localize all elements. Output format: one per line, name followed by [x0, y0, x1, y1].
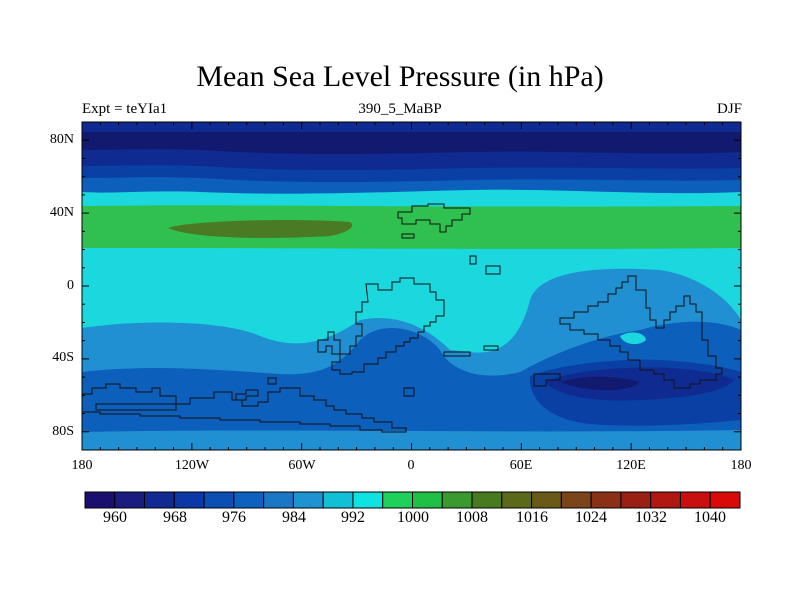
lon-tick-label: 120E [616, 458, 646, 473]
colorbar-swatch [263, 491, 294, 509]
coast-australia [559, 275, 723, 389]
coast-antarctic-piece [533, 373, 561, 387]
colorbar-label: 1032 [635, 509, 667, 526]
colorbar-swatch [650, 491, 681, 509]
lat-tick-label: 0 [67, 278, 74, 293]
colorbar-swatch [352, 491, 384, 509]
lon-tick-label: 180 [730, 458, 752, 473]
colorbar-swatch [560, 491, 592, 509]
colorbar [84, 491, 741, 509]
coast-africa-block [443, 351, 471, 357]
chart-title: Mean Sea Level Pressure (in hPa) [196, 60, 604, 93]
colorbar-swatch [144, 491, 175, 509]
field-968-south [545, 367, 734, 401]
colorbar-swatch [114, 491, 146, 509]
colorbar-swatch [441, 491, 473, 509]
colorbar-label: 984 [282, 509, 306, 526]
field-1000-cell [620, 332, 646, 345]
lon-tick-label: 0 [407, 458, 415, 473]
season-label: DJF [716, 101, 742, 117]
coast-antarctica-west [81, 383, 407, 433]
lat-tick-label: 80S [52, 424, 74, 439]
colorbar-label: 968 [163, 509, 187, 526]
coastlines [81, 203, 723, 433]
colorbar-swatch [471, 491, 503, 509]
coast-island-f [403, 387, 415, 397]
colorbar-swatch [679, 491, 711, 509]
coast-europe [397, 203, 471, 233]
colorbar-swatch [84, 491, 116, 509]
colorbar-label: 992 [341, 509, 365, 526]
lat-tick-label: 40S [52, 350, 74, 365]
lon-tick-label: 60W [288, 458, 316, 473]
colorbar-swatch [292, 491, 324, 509]
colorbar-swatch [501, 491, 533, 509]
colorbar-swatch [203, 491, 235, 509]
colorbar-label: 1040 [694, 509, 726, 526]
pressure-field [82, 122, 741, 450]
colorbar-swatch [709, 491, 741, 509]
colorbar-label: 1000 [397, 509, 429, 526]
colorbar-swatch [412, 491, 443, 509]
lon-tick-label: 60E [509, 458, 533, 473]
colorbar-label: 960 [103, 509, 127, 526]
colorbar-label: 1008 [456, 509, 488, 526]
colorbar-swatch [531, 491, 562, 509]
coast-island-b [469, 255, 477, 265]
coast-south-america [331, 277, 445, 375]
coast-peninsula [235, 389, 259, 401]
coast-island-c [485, 265, 501, 275]
axis-ticks [81, 121, 742, 451]
lat-tick-label: 80N [49, 132, 74, 147]
coast-island-e [267, 377, 277, 385]
lon-tick-label: 120W [174, 458, 210, 473]
experiment-label: Expt = teYIa1 [82, 101, 168, 117]
field-960-north [82, 132, 741, 154]
colorbar-swatch [590, 491, 622, 509]
field-960-south [560, 376, 640, 391]
coast-island-a [401, 233, 415, 239]
colorbar-label: 976 [222, 509, 246, 526]
coast-island-d [483, 345, 499, 351]
field-1016-cell [168, 220, 353, 238]
colorbar-swatch [322, 491, 354, 509]
colorbar-label: 1016 [516, 509, 548, 526]
coast-antarctica-block [95, 403, 177, 411]
period-label: 390_5_MaBP [358, 101, 442, 117]
colorbar-swatch [620, 491, 652, 509]
lon-tick-label: 180 [71, 458, 93, 473]
field-992-polar [82, 430, 741, 450]
colorbar-label: 1024 [575, 509, 607, 526]
colorbar-swatch [382, 491, 413, 509]
colorbar-swatch [233, 491, 265, 509]
coast-south-america-west [317, 331, 341, 355]
lat-tick-label: 40N [49, 205, 74, 220]
field-1008-belt [82, 205, 741, 249]
colorbar-swatch [173, 491, 205, 509]
